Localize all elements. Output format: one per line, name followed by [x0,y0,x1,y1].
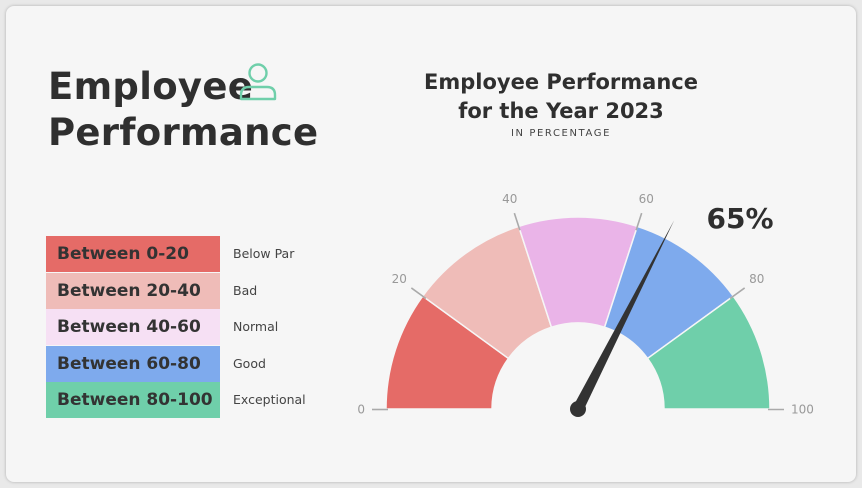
chart-title-line2: for the Year 2023 [458,99,664,123]
chart-title: Employee Performance for the Year 2023 [406,68,716,126]
legend-range-60-80: Between 60-80 [46,345,220,382]
gauge-tick-label-40: 40 [502,192,517,206]
legend-rating-good: Good [233,355,266,371]
legend-range-0-20: Between 0-20 [46,236,220,272]
page-title-line1: Employee [48,65,254,108]
legend-rating-bad: Bad [233,282,258,298]
legend-range-40-60: Between 40-60 [46,309,220,346]
legend-rating-normal: Normal [233,319,279,335]
gauge-needle-hub [570,401,586,417]
gauge-tick-label-80: 80 [749,272,764,286]
slide: Employee Performance Employee Performanc… [6,6,856,482]
legend-range-20-40: Between 20-40 [46,272,220,309]
gauge-chart: 0 20 40 60 80 100 65% [357,192,814,417]
gauge-tick-label-0: 0 [357,403,365,417]
gauge-tick-60 [635,212,643,231]
gauge-tick-label-60: 60 [639,192,654,206]
page-title: Employee Performance [48,64,318,156]
gauge-needle [573,220,675,412]
legend-rating-below-par: Below Par [233,246,295,261]
gauge-tick-40 [513,212,521,231]
gauge-tick-label-20: 20 [392,272,407,286]
chart-title-line1: Employee Performance [424,70,698,94]
legend-rating-exceptional: Exceptional [233,392,306,408]
legend-range-80-100: Between 80-100 [46,382,220,419]
gauge-tick-label-100: 100 [791,403,814,417]
gauge-tick-20 [410,287,427,300]
person-outline-icon [239,63,277,101]
chart-subtitle: IN PERCENTAGE [510,128,612,139]
gauge-tick-80 [729,287,746,300]
page-title-line2: Performance [48,111,319,154]
gauge-value-label: 65% [706,202,773,235]
